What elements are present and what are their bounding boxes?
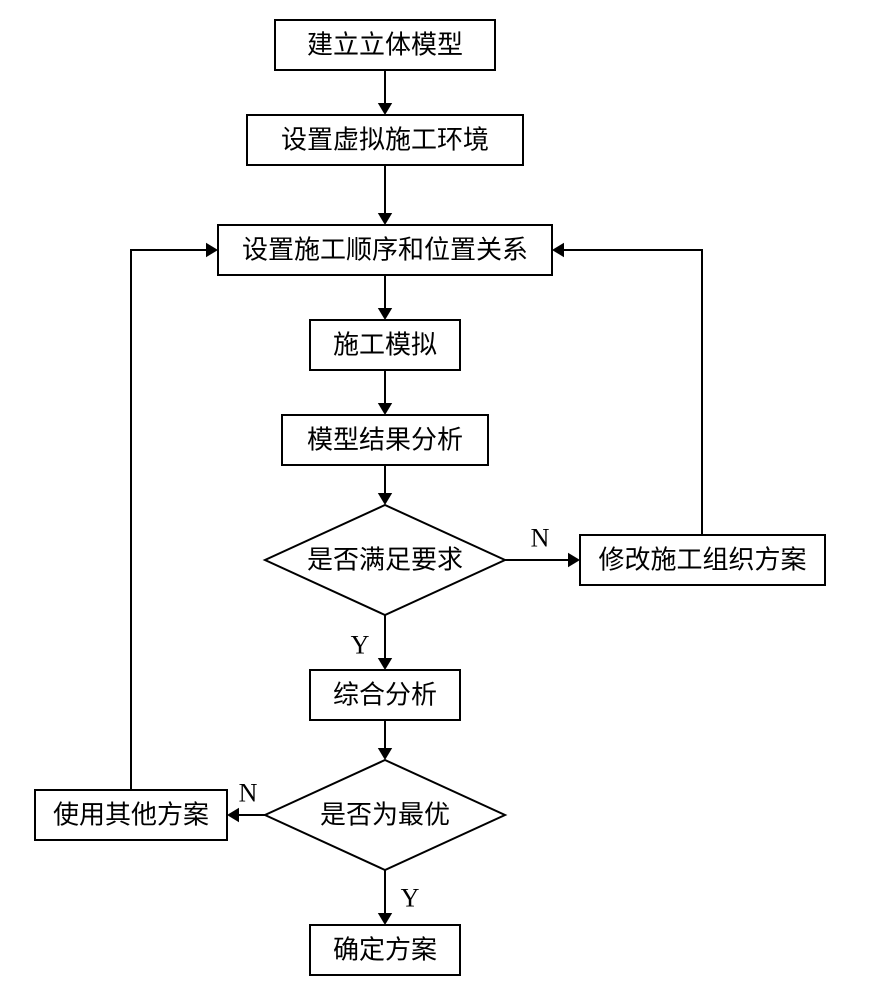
edge-label-e8: Y <box>351 631 370 660</box>
node-label-n9: 确定方案 <box>333 936 437 965</box>
arrowhead <box>378 748 392 760</box>
node-label-n5: 模型结果分析 <box>307 426 463 455</box>
arrowhead <box>227 808 239 822</box>
node-label-n6: 修改施工组织方案 <box>598 546 806 575</box>
node-label-n1: 建立立体模型 <box>307 31 463 60</box>
node-label-n4: 施工模拟 <box>333 331 437 360</box>
arrowhead <box>378 493 392 505</box>
arrowhead <box>378 658 392 670</box>
arrowhead <box>206 243 218 257</box>
node-label-n2: 设置虚拟施工环境 <box>281 126 489 155</box>
arrowhead <box>378 913 392 925</box>
node-label-d2: 是否为最优 <box>320 801 450 830</box>
node-label-n8: 使用其他方案 <box>53 801 209 830</box>
edge-label-e10: N <box>239 779 258 808</box>
arrowhead <box>378 103 392 115</box>
edge-e11 <box>131 250 206 790</box>
edge-label-e12: Y <box>401 884 420 913</box>
arrowhead <box>378 213 392 225</box>
arrowhead <box>378 308 392 320</box>
arrowhead <box>552 243 564 257</box>
flowchart-canvas: N Y N Y 建立立体模型设置虚拟施工环境设置施工顺序和位置关系施工模拟模型结果分析是… <box>0 0 871 1000</box>
node-label-n7: 综合分析 <box>333 681 437 710</box>
arrowhead <box>568 553 580 567</box>
edge-label-e6: N <box>531 524 550 553</box>
edge-e7 <box>564 250 702 535</box>
node-label-n3: 设置施工顺序和位置关系 <box>242 236 528 265</box>
arrowhead <box>378 403 392 415</box>
node-label-d1: 是否满足要求 <box>307 546 463 575</box>
